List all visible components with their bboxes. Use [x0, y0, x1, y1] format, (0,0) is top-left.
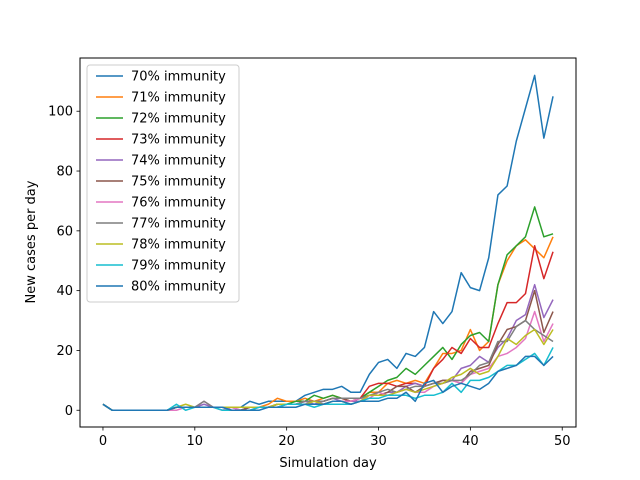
x-tick-label-3: 30 — [370, 434, 387, 449]
legend-label-6: 76% immunity — [131, 196, 226, 211]
plot-frame — [79, 57, 577, 428]
legend-label-3: 73% immunity — [131, 133, 226, 148]
series-layer — [102, 74, 554, 411]
y-tick-label-2: 40 — [56, 284, 73, 299]
y-tick-label-4: 80 — [56, 165, 73, 180]
legend-label-4: 74% immunity — [131, 154, 226, 169]
series-line-9 — [102, 347, 554, 411]
x-tick-label-1: 10 — [187, 434, 204, 449]
legend-label-0: 70% immunity — [131, 70, 226, 85]
x-tick-label-4: 40 — [462, 434, 479, 449]
y-tick-label-1: 20 — [56, 344, 73, 359]
y-tick-label-5: 100 — [48, 105, 73, 120]
legend-label-10: 80% immunity — [131, 280, 226, 295]
legend-label-9: 79% immunity — [131, 259, 226, 274]
y-tick-label-0: 0 — [65, 404, 73, 419]
legend-label-1: 71% immunity — [131, 91, 226, 106]
legend: 70% immunity 71% immunity 72% immunity 73% … — [86, 64, 240, 303]
series-line-10 — [102, 355, 554, 411]
legend-label-8: 78% immunity — [131, 238, 226, 253]
legend-label-5: 75% immunity — [131, 175, 226, 190]
y-axis: 0 20 40 60 80 100 — [48, 105, 80, 419]
x-axis-label: Simulation day — [279, 456, 377, 471]
x-tick-label-2: 20 — [278, 434, 295, 449]
x-tick-label-0: 0 — [99, 434, 107, 449]
y-tick-label-3: 60 — [56, 224, 73, 239]
x-tick-label-5: 50 — [554, 434, 571, 449]
legend-box — [86, 64, 240, 303]
x-axis: 0 10 20 30 40 50 — [99, 427, 571, 449]
legend-label-2: 72% immunity — [131, 112, 226, 127]
y-axis-label: New cases per day — [24, 180, 39, 303]
legend-label-7: 77% immunity — [131, 217, 226, 232]
